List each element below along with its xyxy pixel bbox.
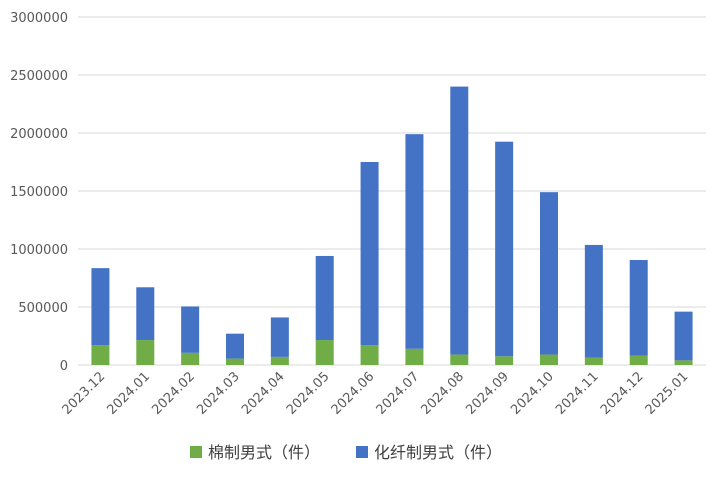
bar-cotton	[315, 340, 334, 365]
bar-cotton	[584, 357, 603, 365]
bar-cotton	[674, 360, 693, 365]
bar-synthetic	[584, 244, 603, 358]
x-tick-label: 2023.12	[60, 369, 109, 418]
x-tick-label: 2024.06	[329, 369, 378, 418]
bar-cotton	[136, 340, 155, 365]
bar-cotton	[360, 345, 379, 365]
legend: 棉制男式（件） 化纤制男式（件）	[190, 443, 502, 462]
x-tick-label: 2024.09	[463, 369, 512, 418]
bar-synthetic	[136, 287, 155, 341]
x-tick-label: 2024.01	[104, 369, 153, 418]
bar-synthetic	[360, 162, 379, 346]
y-tick-label: 2500000	[10, 69, 68, 84]
bar-synthetic	[226, 333, 244, 359]
bar-cotton	[91, 345, 110, 365]
x-tick-label: 2024.02	[149, 369, 198, 418]
x-tick-label: 2024.11	[553, 369, 602, 418]
bar-cotton	[495, 356, 514, 365]
bar-cotton	[226, 358, 244, 365]
x-axis-ticks: 2023.122024.012024.022024.032024.042024.…	[60, 369, 692, 418]
x-tick-label: 2024.05	[284, 369, 333, 418]
bar-synthetic	[495, 141, 514, 357]
y-tick-label: 1000000	[10, 243, 68, 258]
bar-cotton	[270, 356, 289, 365]
bar-synthetic	[181, 306, 200, 353]
bar-synthetic	[629, 260, 648, 356]
bar-cotton	[540, 354, 558, 365]
bar-cotton	[629, 355, 648, 365]
bar-synthetic	[315, 255, 334, 341]
y-axis-ticks: 3000000 2500000 2000000 1500000 1000000 50000…	[10, 11, 68, 374]
bar-cotton	[405, 348, 424, 365]
x-tick-label: 2024.04	[239, 369, 288, 418]
y-tick-label: 0	[60, 359, 68, 374]
bar-synthetic	[450, 86, 469, 355]
bar-cotton	[181, 352, 200, 365]
y-tick-label: 1500000	[10, 185, 68, 200]
bar-synthetic	[405, 134, 424, 349]
y-tick-label: 500000	[18, 301, 68, 316]
x-tick-label: 2024.07	[374, 369, 423, 418]
y-tick-label: 3000000	[10, 11, 68, 26]
x-tick-label: 2024.08	[418, 369, 467, 418]
legend-swatch-synthetic	[356, 446, 368, 458]
legend-label-synthetic: 化纤制男式（件）	[374, 443, 502, 462]
x-tick-label: 2024.03	[194, 369, 243, 418]
x-tick-label: 2024.12	[598, 369, 647, 418]
bar-synthetic	[674, 311, 693, 361]
bar-cotton	[450, 354, 469, 365]
x-tick-label: 2025.01	[643, 369, 692, 418]
x-tick-label: 2024.10	[508, 369, 557, 418]
legend-swatch-cotton	[190, 446, 202, 458]
bar-synthetic	[540, 192, 558, 355]
bar-synthetic	[270, 317, 289, 357]
bar-synthetic	[91, 268, 110, 346]
gridlines	[78, 16, 706, 366]
y-tick-label: 2000000	[10, 127, 68, 142]
bars	[91, 86, 693, 365]
legend-label-cotton: 棉制男式（件）	[208, 443, 320, 462]
